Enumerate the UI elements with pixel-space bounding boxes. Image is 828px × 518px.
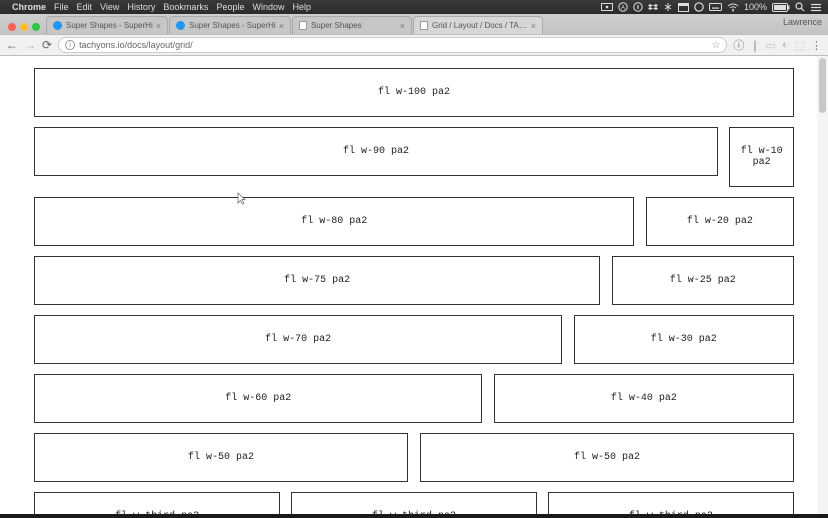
toolbar-ext2-icon[interactable]: ◐ [782, 39, 789, 51]
browser-tab[interactable]: Grid / Layout / Docs / TACHYONS× [413, 16, 543, 34]
bottom-edge [0, 514, 828, 518]
status-battery-icon[interactable] [772, 3, 790, 12]
svg-text:A: A [621, 6, 625, 12]
scrollbar-track[interactable] [817, 56, 828, 514]
grid-cell: fl w-50 pa2 [34, 433, 408, 482]
menu-view[interactable]: View [100, 2, 119, 12]
window-controls [4, 23, 46, 34]
tab-title: Super Shapes - SuperHi [66, 21, 153, 30]
grid-row: fl w-80 pa2fl w-20 pa2 [34, 197, 794, 246]
tab-doc-icon [299, 21, 307, 30]
tab-close-icon[interactable]: × [531, 21, 536, 31]
grid-row: fl w-90 pa2fl w-10 pa2 [34, 127, 794, 187]
url-text: tachyons.io/docs/layout/grid/ [79, 40, 711, 50]
grid-row: fl w-75 pa2fl w-25 pa2 [34, 256, 794, 305]
grid-row: fl w-third pa2 fl w-third pa2 fl w-third p… [34, 492, 794, 514]
toolbar-pocket-icon[interactable]: ❘ [750, 39, 759, 52]
status-battery-text: 100% [744, 2, 767, 12]
tab-favicon-icon [176, 21, 185, 30]
grid-cell: fl w-75 pa2 [34, 256, 600, 305]
reload-button[interactable]: ⟳ [42, 39, 52, 51]
tab-doc-icon [420, 21, 428, 30]
tab-close-icon[interactable]: × [400, 21, 405, 31]
menu-file[interactable]: File [54, 2, 69, 12]
status-screen-icon[interactable] [601, 3, 613, 12]
grid-cell: fl w-20 pa2 [646, 197, 794, 246]
status-dropbox-icon[interactable] [648, 2, 658, 12]
grid-cell: fl w-40 pa2 [494, 374, 794, 423]
grid-row: fl w-100 pa2 [34, 68, 794, 117]
tab-close-icon[interactable]: × [156, 21, 161, 31]
grid-cell: fl w-third pa2 [548, 492, 794, 514]
grid-gap [718, 127, 729, 128]
status-circle-icon[interactable] [694, 2, 704, 12]
grid-row: fl w-70 pa2fl w-30 pa2 [34, 315, 794, 364]
grid-cell: fl w-80 pa2 [34, 197, 634, 246]
status-window-icon[interactable] [678, 3, 689, 12]
grid-cell: fl w-third pa2 [291, 492, 537, 514]
macos-menubar: Chrome File Edit View History Bookmarks … [0, 0, 828, 14]
grid-cell: fl w-90 pa2 [34, 127, 718, 176]
address-bar[interactable]: i tachyons.io/docs/layout/grid/ ☆ [58, 37, 727, 53]
page-viewport: fl w-100 pa2 fl w-90 pa2fl w-10 pa2 fl w-8… [0, 56, 828, 514]
browser-toolbar: ← → ⟳ i tachyons.io/docs/layout/grid/ ☆ … [0, 34, 828, 56]
browser-chrome: Super Shapes - SuperHi×Super Shapes - Su… [0, 14, 828, 56]
tab-close-icon[interactable]: × [279, 21, 284, 31]
browser-tab[interactable]: Super Shapes - SuperHi× [46, 16, 168, 34]
status-menu-icon[interactable] [810, 3, 822, 12]
back-button[interactable]: ← [6, 39, 18, 51]
grid-cell: fl w-10 pa2 [729, 127, 794, 187]
grid-gap [634, 197, 645, 198]
grid-cell: fl w-25 pa2 [612, 256, 794, 305]
tab-favicon-icon [53, 21, 62, 30]
tab-title: Grid / Layout / Docs / TACHYONS [432, 21, 528, 30]
menu-window[interactable]: Window [252, 2, 284, 12]
status-wifi-icon[interactable] [727, 3, 739, 12]
menu-history[interactable]: History [127, 2, 155, 12]
profile-label[interactable]: Lawrence [783, 17, 822, 27]
grid-row: fl w-50 pa2fl w-50 pa2 [34, 433, 794, 482]
menu-edit[interactable]: Edit [77, 2, 93, 12]
toolbar-ext3-icon[interactable]: ⬚ [795, 39, 805, 52]
grid-cell: fl w-60 pa2 [34, 374, 482, 423]
chrome-menu-icon[interactable]: ⋮ [811, 39, 822, 52]
tab-title: Super Shapes - SuperHi [189, 21, 276, 30]
tab-title: Super Shapes [311, 21, 397, 30]
status-keyboard-icon[interactable] [709, 3, 722, 11]
status-sync-icon[interactable] [663, 2, 673, 12]
grid-gap [600, 256, 611, 257]
grid-demo: fl w-100 pa2 fl w-90 pa2fl w-10 pa2 fl w-8… [0, 56, 828, 514]
scrollbar-thumb[interactable] [819, 58, 826, 113]
browser-tab[interactable]: Super Shapes× [292, 16, 412, 34]
grid-row: fl w-60 pa2fl w-40 pa2 [34, 374, 794, 423]
grid-cell: fl w-third pa2 [34, 492, 280, 514]
grid-gap [408, 433, 420, 434]
grid-gap [537, 492, 548, 493]
grid-cell: fl w-100 pa2 [34, 68, 794, 117]
status-search-icon[interactable] [795, 2, 805, 12]
menu-bookmarks[interactable]: Bookmarks [163, 2, 208, 12]
browser-tab[interactable]: Super Shapes - SuperHi× [169, 16, 291, 34]
status-circle-a-icon[interactable]: A [618, 2, 628, 12]
toolbar-ext1-icon[interactable]: ▭ [766, 39, 776, 52]
bookmark-star-icon[interactable]: ☆ [711, 40, 720, 51]
status-info-icon[interactable] [633, 2, 643, 12]
zoom-window-button[interactable] [32, 23, 40, 31]
grid-gap [562, 315, 573, 316]
menubar-app-name[interactable]: Chrome [12, 2, 46, 12]
minimize-window-button[interactable] [20, 23, 28, 31]
grid-cell: fl w-30 pa2 [574, 315, 794, 364]
site-info-icon[interactable]: i [65, 40, 75, 50]
menu-help[interactable]: Help [292, 2, 311, 12]
menu-people[interactable]: People [216, 2, 244, 12]
grid-gap [280, 492, 291, 493]
grid-gap [482, 374, 493, 375]
tab-strip: Super Shapes - SuperHi×Super Shapes - Su… [0, 14, 828, 34]
close-window-button[interactable] [8, 23, 16, 31]
forward-button[interactable]: → [24, 39, 36, 51]
toolbar-info-icon[interactable]: ⓘ [733, 37, 744, 53]
grid-cell: fl w-50 pa2 [420, 433, 794, 482]
grid-cell: fl w-70 pa2 [34, 315, 562, 364]
